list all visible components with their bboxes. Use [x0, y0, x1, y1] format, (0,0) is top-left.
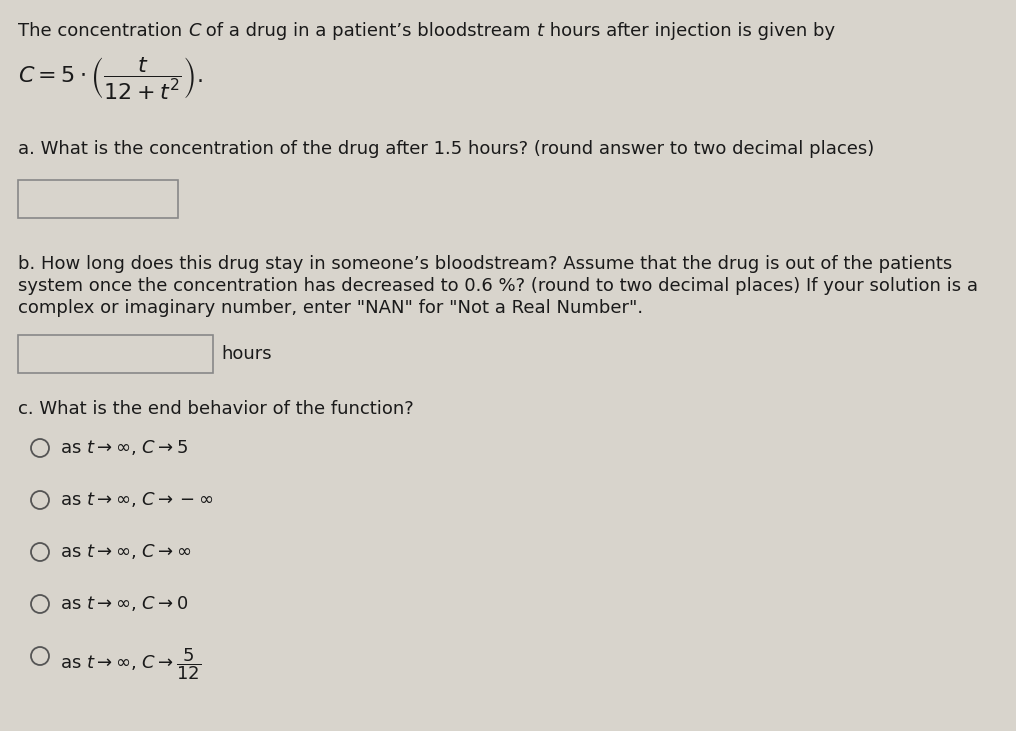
Text: as $t \rightarrow \infty$, $C \rightarrow \infty$: as $t \rightarrow \infty$, $C \rightarro… [60, 542, 191, 561]
Text: as $t \rightarrow \infty$, $C \rightarrow 5$: as $t \rightarrow \infty$, $C \rightarro… [60, 438, 188, 457]
Text: as $t \rightarrow \infty$, $C \rightarrow 0$: as $t \rightarrow \infty$, $C \rightarro… [60, 594, 188, 613]
Text: as $t \rightarrow \infty$, $C \rightarrow -\infty$: as $t \rightarrow \infty$, $C \rightarro… [60, 490, 213, 509]
Text: $C = 5 \cdot \left(\dfrac{t}{12 + t^2}\right).$: $C = 5 \cdot \left(\dfrac{t}{12 + t^2}\r… [18, 55, 203, 101]
Text: system once the concentration has decreased to 0.6 %? (round to two decimal plac: system once the concentration has decrea… [18, 277, 978, 295]
Text: C: C [188, 22, 200, 40]
Bar [18, 180, 178, 218]
Text: hours: hours [221, 345, 271, 363]
Text: hours after injection is given by: hours after injection is given by [544, 22, 835, 40]
Text: The concentration: The concentration [18, 22, 188, 40]
Text: c. What is the end behavior of the function?: c. What is the end behavior of the funct… [18, 400, 414, 418]
Bar [18, 335, 213, 373]
Text: b. How long does this drug stay in someone’s bloodstream? Assume that the drug i: b. How long does this drug stay in someo… [18, 255, 952, 273]
Text: complex or imaginary number, enter "NAN" for "Not a Real Number".: complex or imaginary number, enter "NAN"… [18, 299, 643, 317]
Text: a. What is the concentration of the drug after 1.5 hours? (round answer to two d: a. What is the concentration of the drug… [18, 140, 874, 158]
Text: as $t \rightarrow \infty$, $C \rightarrow \dfrac{5}{12}$: as $t \rightarrow \infty$, $C \rightarro… [60, 646, 201, 681]
Text: t: t [536, 22, 544, 40]
Text: of a drug in a patient’s bloodstream: of a drug in a patient’s bloodstream [200, 22, 536, 40]
